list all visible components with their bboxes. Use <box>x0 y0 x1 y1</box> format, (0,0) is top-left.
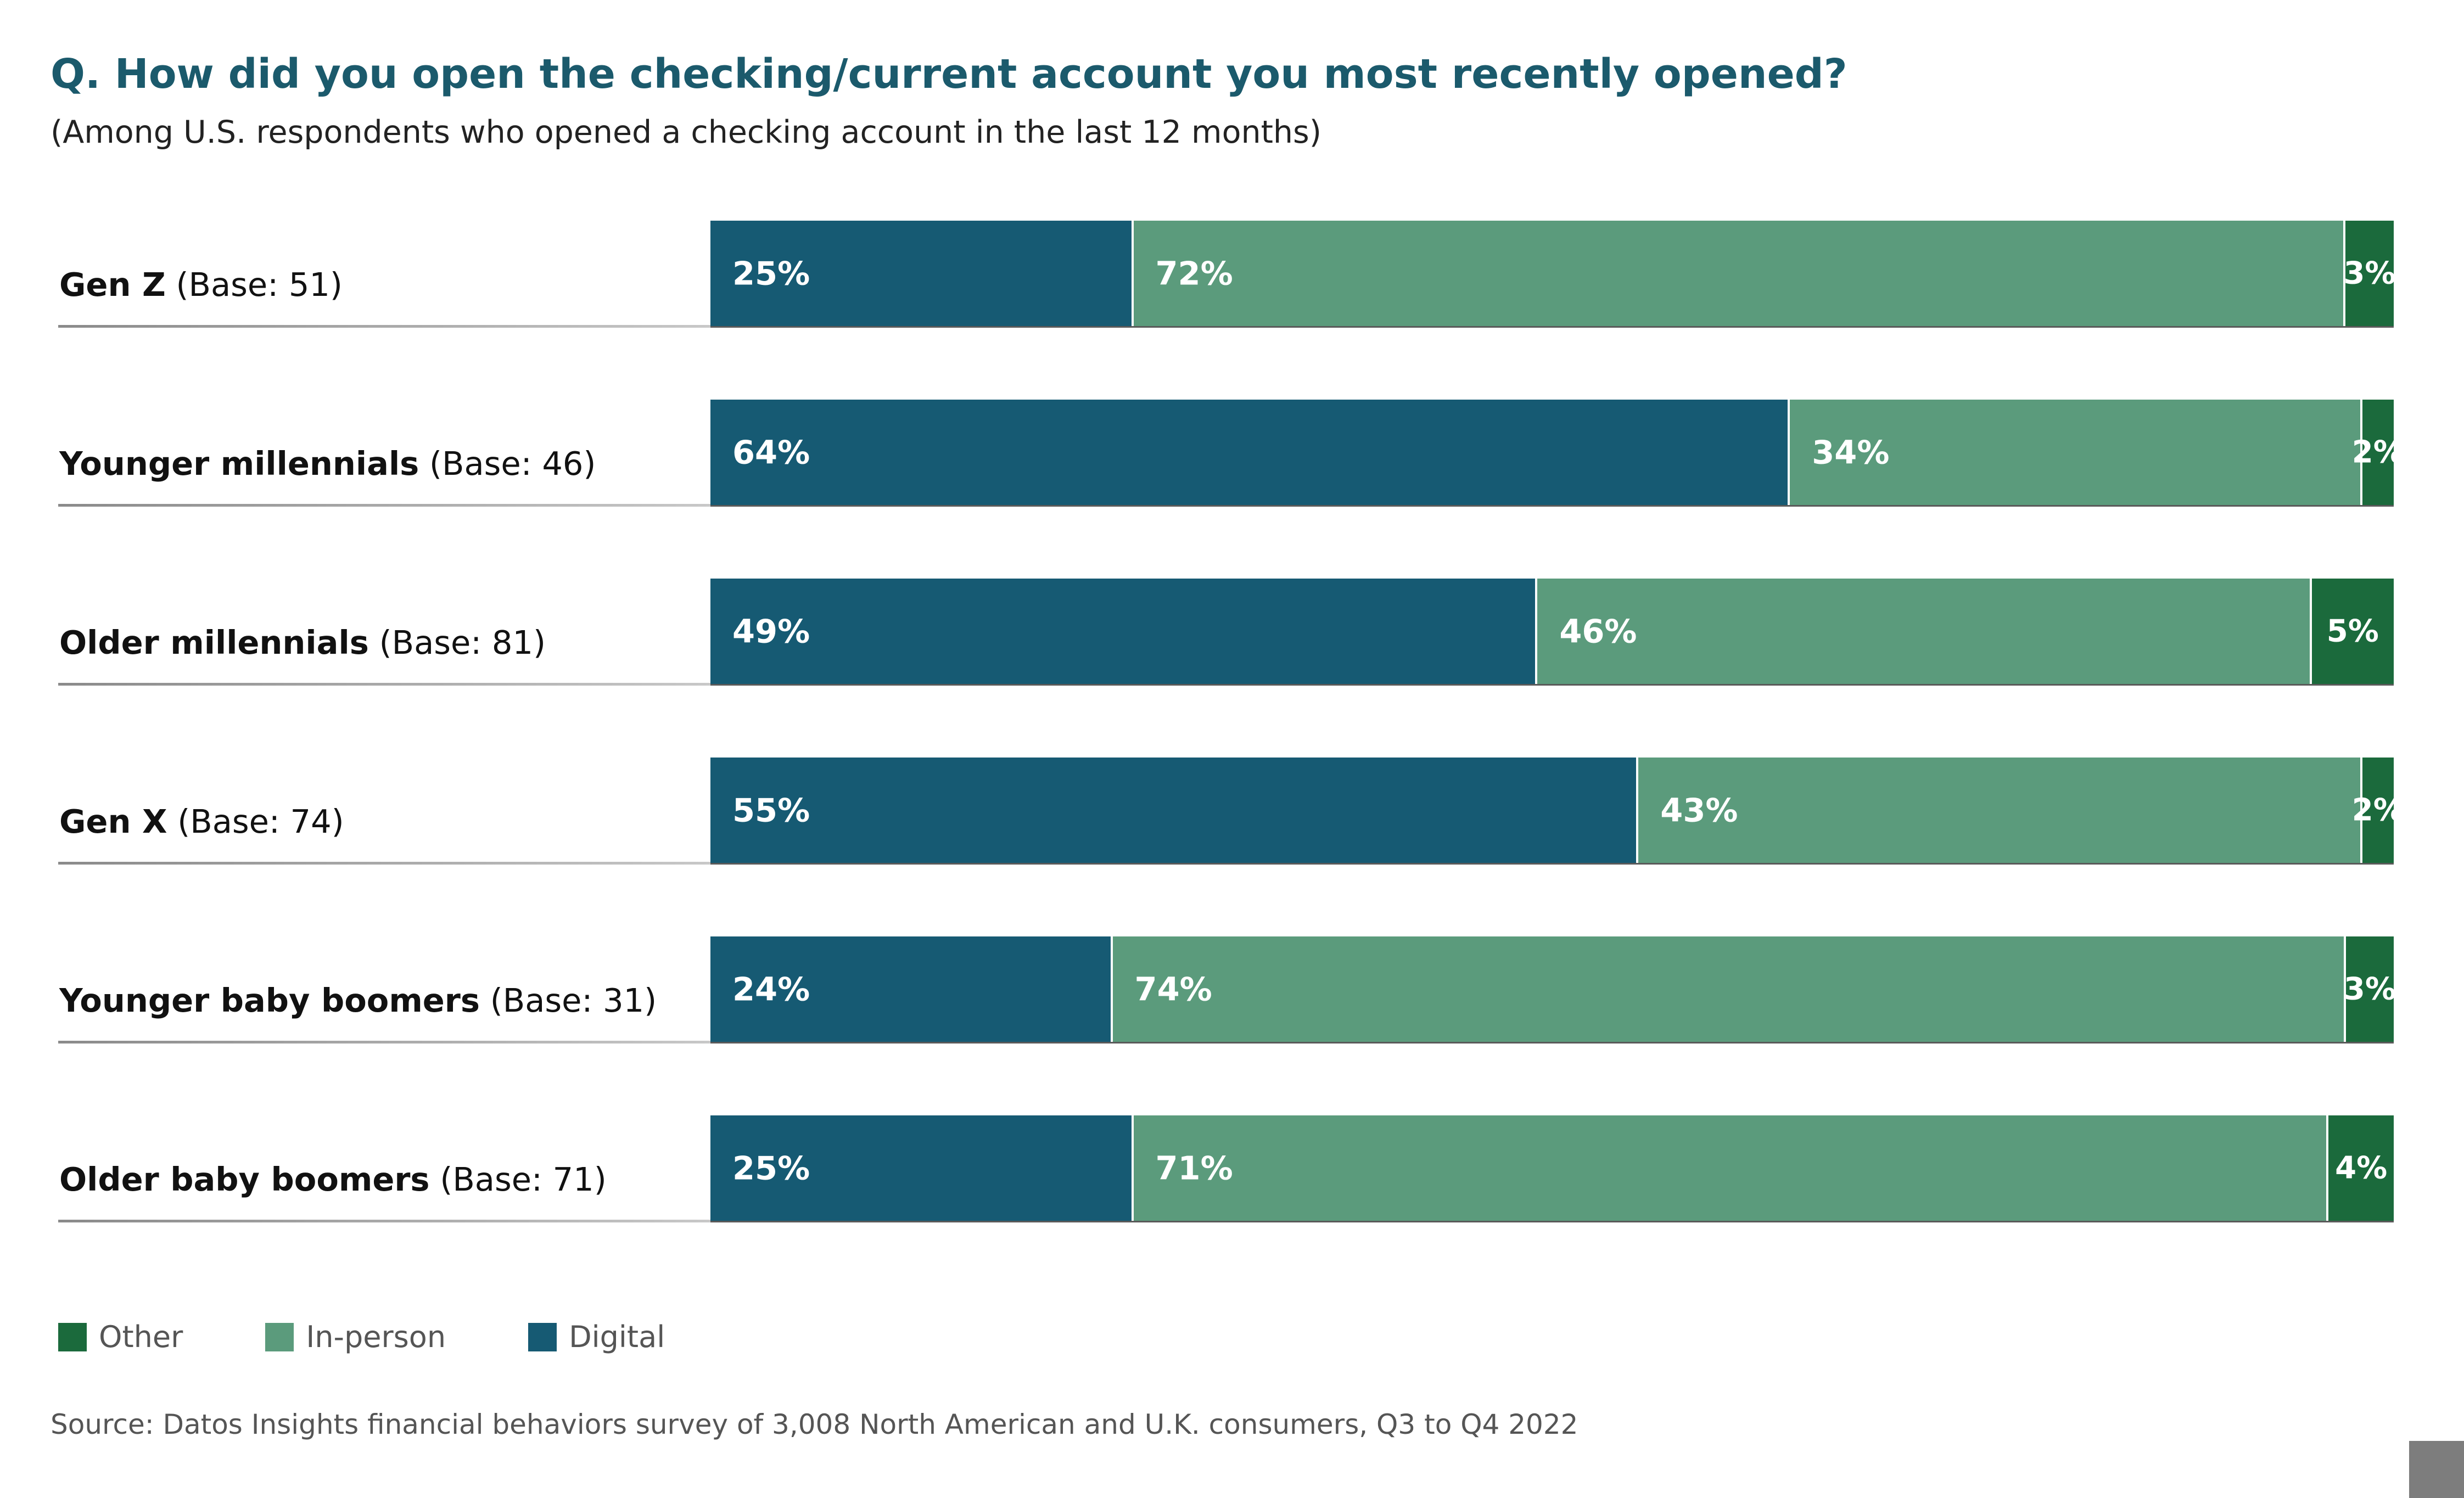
category-name: Younger millennials <box>59 445 419 482</box>
bar-segment-other: 4% <box>2326 1115 2394 1221</box>
category-name: Older baby boomers <box>59 1160 430 1198</box>
legend-label: Digital <box>569 1320 665 1354</box>
category-base: (Base: 74) <box>167 803 344 840</box>
bar-segment-digital: 25% <box>710 221 1132 326</box>
category-base: (Base: 81) <box>368 624 546 661</box>
bar-segment-other: 5% <box>2309 579 2394 684</box>
bar-row: Younger millennials (Base: 46) 64% 34% 2% <box>58 400 2404 507</box>
data-label: 5% <box>2326 613 2379 649</box>
bar-segment-other: 2% <box>2352 758 2404 863</box>
bar-row: Older baby boomers (Base: 71) 25% 71% 4% <box>58 1115 2394 1222</box>
category-label: Younger millennials (Base: 46) <box>59 445 596 482</box>
data-label: 3% <box>2343 255 2396 291</box>
legend-item-digital: Digital <box>528 1320 665 1354</box>
legend-swatch <box>265 1322 294 1351</box>
data-label: 2% <box>2351 434 2404 470</box>
row-baseline <box>58 1220 712 1222</box>
category-base: (Base: 31) <box>480 981 657 1019</box>
category-name: Gen Z <box>59 266 166 304</box>
data-label: 55% <box>732 791 810 829</box>
legend-swatch <box>58 1322 87 1351</box>
bar-segment-inperson: 43% <box>1636 758 2360 863</box>
data-label: 3% <box>2343 971 2396 1007</box>
bar-segment-inperson: 72% <box>1131 221 2344 326</box>
legend-item-other: Other <box>58 1320 183 1354</box>
data-label: 46% <box>1559 612 1637 650</box>
bar-row: Younger baby boomers (Base: 31) 24% 74% 3% <box>58 936 2396 1043</box>
bar-segment-other: 2% <box>2352 400 2404 505</box>
bar-track: 49% 46% 5% <box>710 579 2394 686</box>
corner-box <box>2409 1441 2464 1498</box>
bar-segment-other: 3% <box>2343 221 2396 326</box>
bar-segment-digital: 49% <box>710 579 1536 684</box>
bar-segment-inperson: 71% <box>1131 1115 2327 1221</box>
category-label: Gen X (Base: 74) <box>59 803 344 840</box>
bar-track: 25% 72% 3% <box>710 221 2396 328</box>
bar-segment-inperson: 74% <box>1110 936 2344 1042</box>
category-base: (Base: 51) <box>165 266 343 304</box>
bar-row: Older millennials (Base: 81) 49% 46% 5% <box>58 579 2394 686</box>
legend-label: In-person <box>306 1320 446 1354</box>
bar-segment-digital: 64% <box>710 400 1788 505</box>
row-baseline <box>58 504 712 507</box>
bar-segment-other: 3% <box>2343 936 2396 1042</box>
category-label: Older millennials (Base: 81) <box>59 624 546 661</box>
source-note: Source: Datos Insights financial behavio… <box>51 1409 1578 1440</box>
data-label: 24% <box>732 970 810 1008</box>
bar-row: Gen Z (Base: 51) 25% 72% 3% <box>58 221 2396 328</box>
bar-segment-inperson: 34% <box>1788 400 2360 505</box>
chart-subtitle: (Among U.S. respondents who opened a che… <box>51 114 1321 150</box>
category-label: Older baby boomers (Base: 71) <box>59 1160 607 1198</box>
category-label: Younger baby boomers (Base: 31) <box>59 981 657 1019</box>
category-label: Gen Z (Base: 51) <box>59 266 343 304</box>
data-label: 74% <box>1134 970 1212 1008</box>
bar-track: 64% 34% 2% <box>710 400 2404 507</box>
row-baseline <box>58 683 712 686</box>
bar-segment-digital: 55% <box>710 758 1637 863</box>
bar-track: 24% 74% 3% <box>710 936 2396 1043</box>
chart-title: Q. How did you open the checking/current… <box>51 51 1847 98</box>
data-label: 34% <box>1812 433 1890 472</box>
data-label: 43% <box>1660 791 1738 829</box>
bar-track: 25% 71% 4% <box>710 1115 2394 1222</box>
data-label: 25% <box>732 254 810 293</box>
category-name: Older millennials <box>59 624 369 661</box>
data-label: 4% <box>2335 1150 2388 1186</box>
legend-swatch <box>528 1322 557 1351</box>
data-label: 25% <box>732 1149 810 1187</box>
bar-track: 55% 43% 2% <box>710 758 2404 865</box>
row-baseline <box>58 1041 712 1043</box>
data-label: 2% <box>2351 792 2404 828</box>
data-label: 71% <box>1155 1149 1233 1187</box>
bar-row: Gen X (Base: 74) 55% 43% 2% <box>58 758 2404 865</box>
data-label: 72% <box>1155 254 1233 293</box>
bar-segment-inperson: 46% <box>1535 579 2310 684</box>
category-name: Gen X <box>59 803 167 840</box>
row-baseline <box>58 862 712 865</box>
category-name: Younger baby boomers <box>59 981 480 1019</box>
data-label: 64% <box>732 433 810 472</box>
category-base: (Base: 46) <box>419 445 596 482</box>
legend-item-inperson: In-person <box>265 1320 446 1354</box>
bar-segment-digital: 24% <box>710 936 1111 1042</box>
bar-segment-digital: 25% <box>710 1115 1132 1221</box>
row-baseline <box>58 325 712 328</box>
category-base: (Base: 71) <box>429 1160 607 1198</box>
chart-legend: Other In-person Digital <box>58 1320 747 1354</box>
legend-label: Other <box>99 1320 183 1354</box>
data-label: 49% <box>732 612 810 650</box>
